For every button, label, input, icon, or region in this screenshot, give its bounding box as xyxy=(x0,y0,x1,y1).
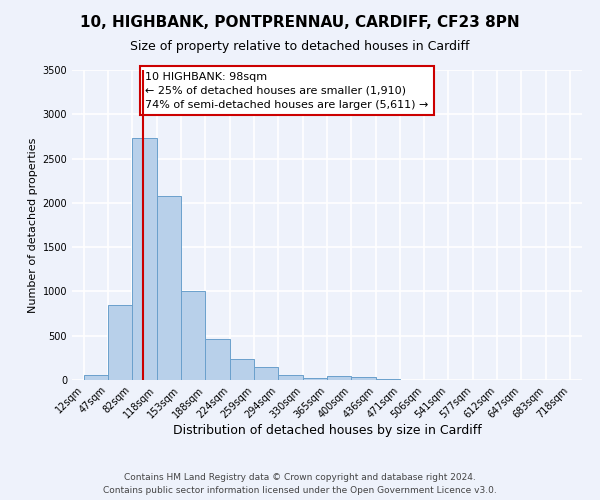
X-axis label: Distribution of detached houses by size in Cardiff: Distribution of detached houses by size … xyxy=(173,424,481,437)
Text: Size of property relative to detached houses in Cardiff: Size of property relative to detached ho… xyxy=(130,40,470,53)
Bar xyxy=(303,378,327,380)
Bar xyxy=(351,378,376,380)
Y-axis label: Number of detached properties: Number of detached properties xyxy=(28,138,38,312)
Bar xyxy=(205,340,230,380)
Bar xyxy=(254,366,278,380)
Bar xyxy=(327,376,351,380)
Text: Contains public sector information licensed under the Open Government Licence v3: Contains public sector information licen… xyxy=(103,486,497,495)
Text: 10 HIGHBANK: 98sqm
← 25% of detached houses are smaller (1,910)
74% of semi-deta: 10 HIGHBANK: 98sqm ← 25% of detached hou… xyxy=(145,72,428,110)
Bar xyxy=(157,196,181,380)
Text: 10, HIGHBANK, PONTPRENNAU, CARDIFF, CF23 8PN: 10, HIGHBANK, PONTPRENNAU, CARDIFF, CF23… xyxy=(80,15,520,30)
Bar xyxy=(376,379,400,380)
Bar xyxy=(84,375,108,380)
Bar xyxy=(230,359,254,380)
Bar xyxy=(132,138,157,380)
Text: Contains HM Land Registry data © Crown copyright and database right 2024.: Contains HM Land Registry data © Crown c… xyxy=(124,474,476,482)
Bar xyxy=(278,375,303,380)
Bar xyxy=(181,290,205,380)
Bar xyxy=(108,304,132,380)
